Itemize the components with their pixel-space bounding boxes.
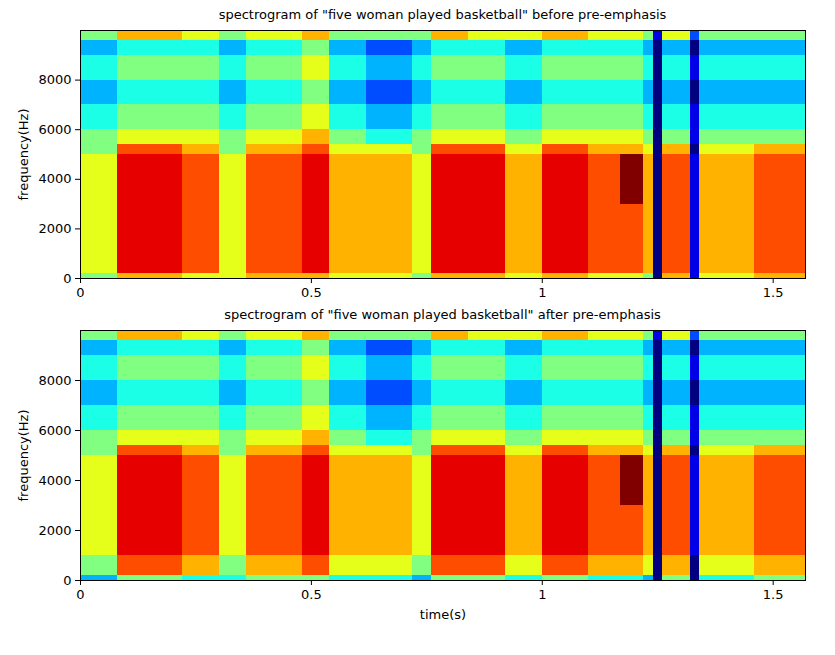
html-text:spectrogram of "five woman pla: spectrogram of "five woman played basket… bbox=[218, 7, 667, 22]
svg-text:0.5: 0.5 bbox=[301, 587, 322, 602]
svg-text:1.5: 1.5 bbox=[763, 587, 784, 602]
svg-text:8000: 8000 bbox=[38, 373, 71, 388]
svg-text:4000: 4000 bbox=[38, 473, 71, 488]
svg-text:1: 1 bbox=[538, 587, 546, 602]
svg-text:1: 1 bbox=[538, 285, 546, 300]
svg-text:2000: 2000 bbox=[38, 221, 71, 236]
svg-text:8000: 8000 bbox=[38, 72, 71, 87]
svg-text:0: 0 bbox=[63, 573, 71, 588]
svg-text:frequency(Hz): frequency(Hz) bbox=[16, 410, 31, 502]
svg-text:0.5: 0.5 bbox=[301, 285, 322, 300]
svg-text:2000: 2000 bbox=[38, 523, 71, 538]
svg-text:frequency(Hz): frequency(Hz) bbox=[16, 109, 31, 201]
svg-text:1.5: 1.5 bbox=[763, 285, 784, 300]
svg-text:6000: 6000 bbox=[38, 122, 71, 137]
svg-text:0: 0 bbox=[76, 587, 84, 602]
svg-text:6000: 6000 bbox=[38, 423, 71, 438]
svg-text:4000: 4000 bbox=[38, 171, 71, 186]
svg-text:0: 0 bbox=[76, 285, 84, 300]
svg-text:0: 0 bbox=[63, 271, 71, 286]
svg-text:time(s): time(s) bbox=[420, 607, 466, 622]
html-text:spectrogram of "five woman pla: spectrogram of "five woman played basket… bbox=[224, 307, 661, 322]
